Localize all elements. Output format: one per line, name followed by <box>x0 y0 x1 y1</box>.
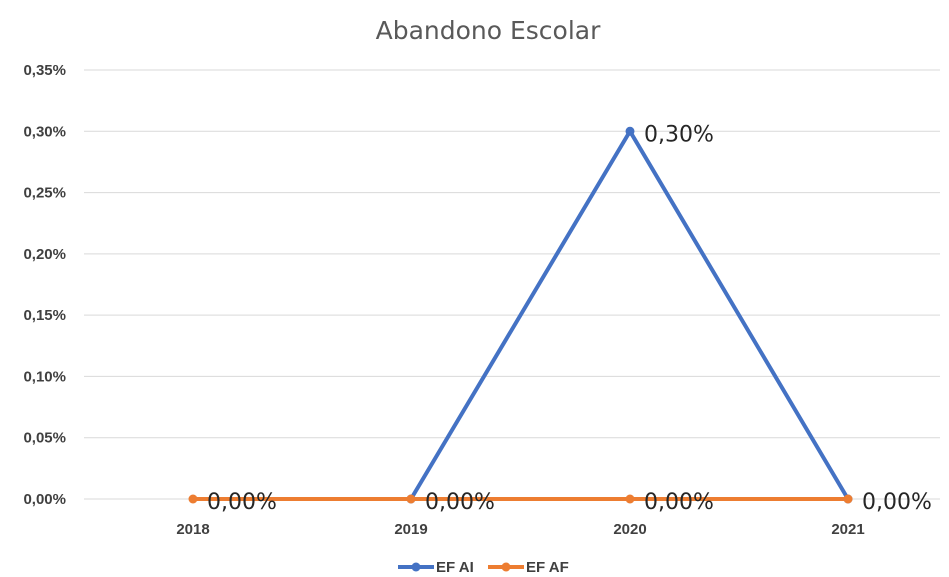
x-tick-label: 2020 <box>613 521 646 538</box>
legend-dot-marker <box>411 562 421 572</box>
data-point <box>843 494 853 504</box>
x-tick-label: 2018 <box>176 521 209 538</box>
data-label: 0,00% <box>862 490 932 515</box>
legend-label: EF AF <box>526 559 569 576</box>
y-tick-label: 0,35% <box>23 62 66 79</box>
x-tick-label: 2019 <box>394 521 427 538</box>
data-point <box>406 494 416 504</box>
legend-dot-marker <box>501 562 511 572</box>
legend: EF AI EF AF <box>398 559 569 576</box>
y-tick-label: 0,15% <box>23 307 66 324</box>
legend-item: EF AF <box>488 559 569 576</box>
y-tick-label: 0,30% <box>23 123 66 140</box>
chart-title: Abandono Escolar <box>376 16 602 45</box>
data-point <box>625 494 635 504</box>
y-tick-label: 0,10% <box>23 368 66 385</box>
data-label: 0,00% <box>644 490 714 515</box>
x-tick-label: 2021 <box>831 521 864 538</box>
legend-item: EF AI <box>398 559 474 576</box>
y-axis-ticks: 0,00% 0,05% 0,10% 0,15% 0,20% 0,25% 0,30% 0,35% <box>23 62 66 508</box>
y-tick-label: 0,20% <box>23 246 66 263</box>
legend-label: EF AI <box>436 559 474 576</box>
data-label: 0,30% <box>644 122 714 147</box>
series-lines <box>188 126 853 504</box>
gridlines <box>84 69 940 500</box>
data-label: 0,00% <box>425 490 495 515</box>
data-point <box>625 126 635 136</box>
y-tick-label: 0,00% <box>23 491 66 508</box>
data-labels: 0,30% 0,00% 0,00% 0,00% 0,00% <box>207 122 932 515</box>
y-tick-label: 0,05% <box>23 430 66 447</box>
data-point <box>188 494 198 504</box>
series-ef-af <box>188 494 853 504</box>
y-tick-label: 0,25% <box>23 185 66 202</box>
x-axis-ticks: 2018 2019 2020 2021 <box>176 521 864 538</box>
data-label: 0,00% <box>207 490 277 515</box>
